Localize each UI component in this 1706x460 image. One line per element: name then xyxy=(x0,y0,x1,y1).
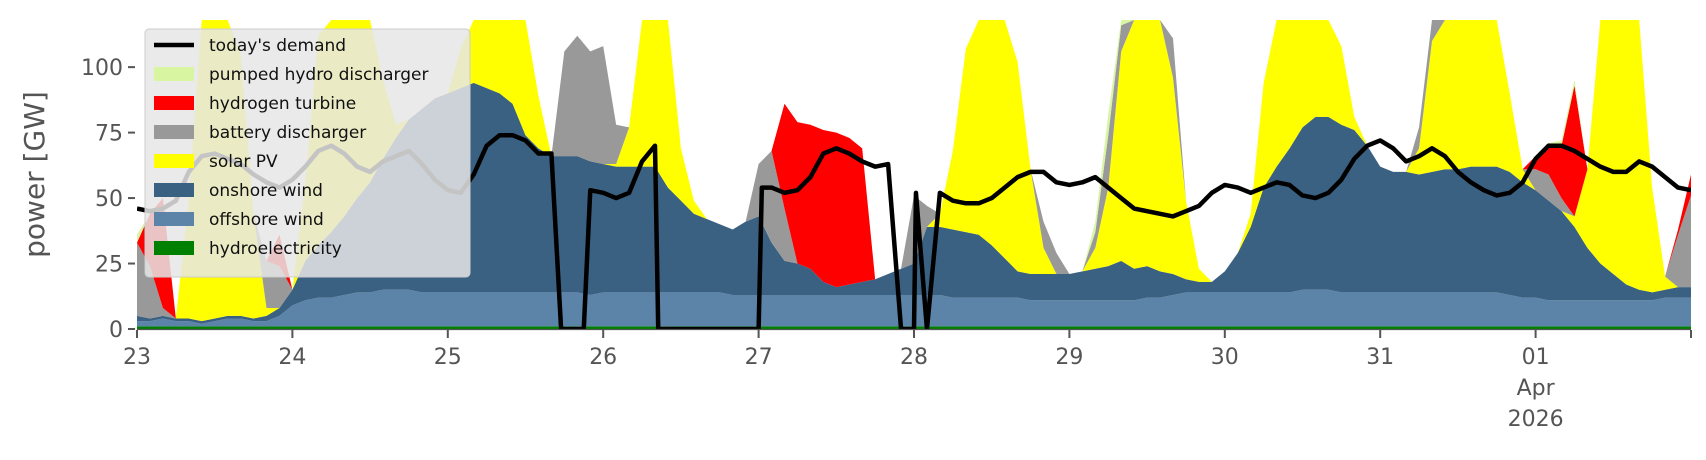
legend-item-pumped-hydro-discharger: pumped hydro discharger xyxy=(154,65,428,85)
legend-label: pumped hydro discharger xyxy=(209,65,428,85)
area-solar-pv xyxy=(137,20,1691,322)
y-tick-label: 75 xyxy=(95,122,123,147)
legend-label: offshore wind xyxy=(209,210,324,230)
legend-label: solar PV xyxy=(209,152,278,172)
y-tick-label: 100 xyxy=(81,56,123,81)
y-axis-label: power [GW] xyxy=(18,91,51,258)
x-tick-label: 25 xyxy=(434,345,462,370)
legend-label: hydroelectricity xyxy=(209,239,342,259)
y-tick-label: 25 xyxy=(95,253,123,278)
x-tick-label: 23 xyxy=(123,345,151,370)
legend-item-today-s-demand: today's demand xyxy=(154,36,346,56)
x-tick-sublabel: 2026 xyxy=(1508,407,1564,432)
y-axis: 0 25 50 75 100 xyxy=(81,56,135,343)
legend-item-hydroelectricity: hydroelectricity xyxy=(154,239,342,259)
x-tick-label: 01 xyxy=(1522,345,1550,370)
x-tick-label: 27 xyxy=(745,345,773,370)
legend-swatch xyxy=(154,96,194,110)
legend-swatch xyxy=(154,241,194,255)
legend-label: hydrogen turbine xyxy=(209,94,356,114)
legend-label: onshore wind xyxy=(209,181,323,201)
legend-swatch xyxy=(154,154,194,168)
x-axis: 23 24 25 26 27 28 29 30 31 01 Apr 2026 xyxy=(123,328,1692,432)
x-tick-label: 31 xyxy=(1366,345,1394,370)
x-tick-label: 28 xyxy=(900,345,928,370)
legend-item-onshore-wind: onshore wind xyxy=(154,181,323,201)
legend-item-offshore-wind: offshore wind xyxy=(154,210,324,230)
legend-item-battery-discharger: battery discharger xyxy=(154,123,366,143)
y-tick-label: 50 xyxy=(95,187,123,212)
legend-swatch xyxy=(154,212,194,226)
x-tick-sublabel: Apr xyxy=(1517,376,1556,401)
x-tick-label: 26 xyxy=(589,345,617,370)
legend-swatch xyxy=(154,67,194,81)
legend-label: battery discharger xyxy=(209,123,366,143)
legend-swatch xyxy=(154,183,194,197)
legend-swatch xyxy=(154,125,194,139)
legend-item-hydrogen-turbine: hydrogen turbine xyxy=(154,94,356,114)
legend-box xyxy=(144,28,471,278)
y-tick-label: 0 xyxy=(109,318,123,343)
x-tick-label: 30 xyxy=(1211,345,1239,370)
x-tick-label: 29 xyxy=(1055,345,1083,370)
legend: today's demand pumped hydro discharger hyd… xyxy=(144,28,471,278)
legend-item-solar-pv: solar PV xyxy=(154,152,278,172)
x-tick-label: 24 xyxy=(278,345,306,370)
legend-label: today's demand xyxy=(209,36,346,56)
